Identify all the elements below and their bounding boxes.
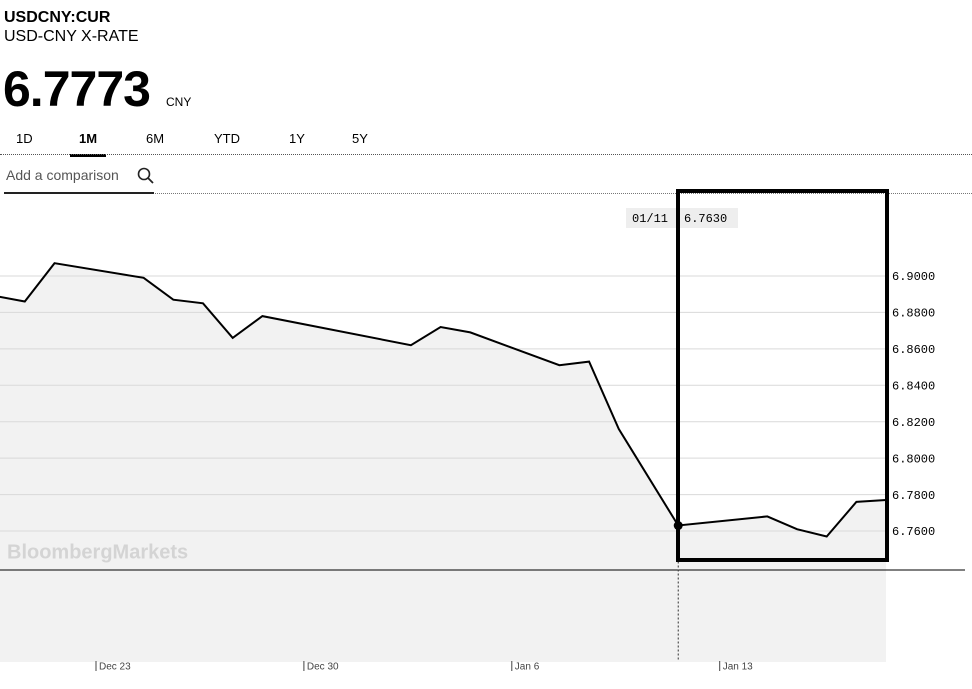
range-tab[interactable]: 6M — [146, 131, 165, 146]
range-tab[interactable]: YTD — [214, 131, 240, 146]
range-tab[interactable]: 1Y — [289, 131, 305, 146]
line — [0, 262, 887, 538]
range-tab[interactable]: 5Y — [352, 131, 368, 146]
tooltip-date: 01/11 — [632, 212, 668, 226]
highlight-box — [676, 189, 889, 562]
input-underline — [4, 192, 154, 194]
currency: CNY — [166, 95, 192, 109]
y-tick-label: 6.8400 — [892, 379, 935, 393]
instrument-name: USD-CNY X-RATE — [4, 28, 139, 45]
watermark: BloombergMarkets — [7, 541, 188, 563]
x-tick-label: Jan 6 — [515, 662, 540, 673]
range-tab[interactable]: 1D — [16, 131, 33, 146]
y-tick-label: 6.9000 — [892, 270, 935, 284]
tooltip-box — [626, 208, 738, 228]
y-tick-label: 6.8000 — [892, 452, 935, 466]
price: 6.7773 — [3, 61, 151, 117]
y-tick-label: 6.8200 — [892, 416, 935, 430]
y-tick-label: 6.7600 — [892, 525, 935, 539]
area — [0, 263, 887, 570]
search-icon[interactable] — [137, 167, 155, 185]
volume-panel — [0, 570, 886, 662]
x-tick-label: Dec 23 — [99, 662, 131, 673]
divider — [0, 154, 972, 155]
x-tick-label: Jan 13 — [723, 662, 753, 673]
range-tab[interactable]: 1M — [70, 131, 107, 157]
x-tick-label: Dec 30 — [307, 662, 339, 673]
y-tick-label: 6.8600 — [892, 343, 935, 357]
comparison-input[interactable]: Add a comparison — [6, 167, 119, 183]
ticker: USDCNY:CUR — [4, 9, 111, 26]
tooltip-value: 6.7630 — [684, 212, 727, 226]
y-tick-label: 6.8800 — [892, 307, 935, 321]
y-tick-label: 6.7800 — [892, 489, 935, 503]
divider — [155, 193, 972, 194]
